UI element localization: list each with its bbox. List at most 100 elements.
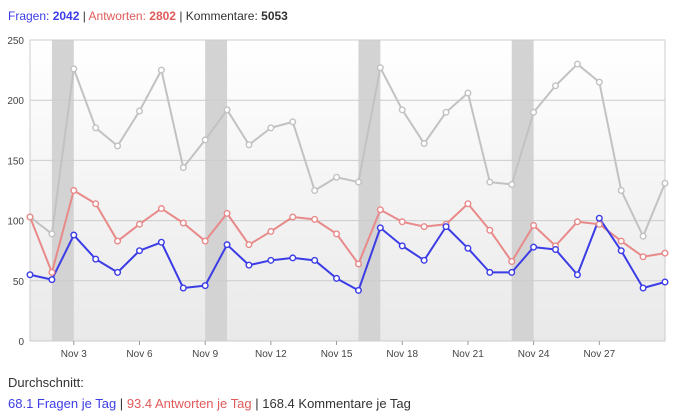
fragen-data-point bbox=[442, 223, 450, 231]
average-fragen: 68.1 Fragen je Tag bbox=[8, 396, 117, 411]
fragen-data-point bbox=[157, 238, 165, 246]
kommentare-data-point bbox=[92, 124, 100, 132]
average-antworten: 93.4 Antworten je Tag bbox=[126, 396, 252, 411]
fragen-data-point bbox=[354, 286, 362, 294]
antworten-data-point bbox=[376, 206, 384, 214]
fragen-data-point bbox=[595, 214, 603, 222]
fragen-data-point bbox=[311, 256, 319, 264]
totals-separator: | bbox=[179, 9, 183, 23]
fragen-data-point bbox=[617, 247, 625, 255]
antworten-data-point bbox=[311, 215, 319, 223]
fragen-total-label: Fragen: bbox=[8, 9, 50, 23]
antworten-data-point bbox=[289, 213, 297, 221]
fragen-data-point bbox=[508, 268, 516, 276]
antworten-data-point bbox=[617, 237, 625, 245]
antworten-data-point bbox=[114, 237, 122, 245]
fragen-data-point bbox=[179, 284, 187, 292]
kommentare-data-point bbox=[267, 124, 275, 132]
kommentare-data-point bbox=[376, 64, 384, 72]
fragen-data-point bbox=[289, 254, 297, 262]
kommentare-data-point bbox=[508, 180, 516, 188]
kommentare-data-point bbox=[48, 230, 56, 238]
antworten-data-point bbox=[486, 226, 494, 234]
antworten-total-value: 2802 bbox=[149, 9, 176, 23]
fragen-data-point bbox=[464, 244, 472, 252]
kommentare-data-point bbox=[333, 173, 341, 181]
x-tick-label: Nov 15 bbox=[321, 349, 353, 360]
fragen-data-point bbox=[70, 231, 78, 239]
antworten-data-point bbox=[639, 253, 647, 261]
fragen-data-point bbox=[48, 276, 56, 284]
fragen-data-point bbox=[661, 278, 669, 286]
fragen-data-point bbox=[135, 247, 143, 255]
kommentare-data-point bbox=[442, 108, 450, 116]
x-tick-label: Nov 3 bbox=[61, 349, 88, 360]
fragen-data-point bbox=[376, 224, 384, 232]
fragen-data-point bbox=[530, 243, 538, 251]
antworten-data-point bbox=[48, 268, 56, 276]
weekend-band bbox=[511, 40, 534, 341]
y-tick-label: 100 bbox=[7, 217, 24, 228]
average-separator: | bbox=[255, 396, 259, 411]
fragen-data-point bbox=[223, 241, 231, 249]
antworten-data-point bbox=[157, 205, 165, 213]
antworten-total-label: Antworten: bbox=[88, 9, 146, 23]
kommentare-data-point bbox=[595, 78, 603, 86]
kommentare-data-point bbox=[639, 232, 647, 240]
x-tick-label: Nov 18 bbox=[386, 349, 418, 360]
kommentare-data-point bbox=[464, 89, 472, 97]
activity-line-chart: 0 50 100 150 200 250 Nov 3 Nov 6 Nov 9 Nov 12 Nov … bbox=[7, 36, 669, 360]
x-tick-label: Nov 24 bbox=[518, 349, 550, 360]
antworten-data-point bbox=[267, 227, 275, 235]
antworten-data-point bbox=[464, 200, 472, 208]
antworten-data-point bbox=[595, 220, 603, 228]
fragen-data-point bbox=[114, 268, 122, 276]
y-tick-label: 150 bbox=[7, 156, 24, 167]
antworten-data-point bbox=[508, 258, 516, 266]
antworten-data-point bbox=[333, 230, 341, 238]
y-tick-label: 250 bbox=[7, 36, 24, 47]
kommentare-data-point bbox=[201, 136, 209, 144]
fragen-data-point bbox=[245, 261, 253, 269]
y-tick-label: 200 bbox=[7, 96, 24, 107]
weekend-band bbox=[205, 40, 228, 341]
totals-separator: | bbox=[82, 9, 86, 23]
fragen-data-point bbox=[398, 242, 406, 250]
plot-background bbox=[29, 39, 666, 342]
x-tick-label: Nov 27 bbox=[583, 349, 615, 360]
antworten-data-point bbox=[661, 249, 669, 257]
antworten-data-point bbox=[179, 219, 187, 227]
antworten-data-point bbox=[135, 220, 143, 228]
kommentare-total-value: 5053 bbox=[261, 9, 288, 23]
kommentare-data-point bbox=[70, 65, 78, 73]
antworten-data-point bbox=[354, 260, 362, 268]
fragen-data-point bbox=[333, 274, 341, 282]
antworten-data-point bbox=[573, 218, 581, 226]
kommentare-data-point bbox=[573, 60, 581, 68]
kommentare-data-point bbox=[420, 140, 428, 148]
kommentare-data-point bbox=[114, 142, 122, 150]
kommentare-data-point bbox=[552, 82, 560, 90]
fragen-data-point bbox=[26, 271, 34, 279]
fragen-data-point bbox=[267, 256, 275, 264]
kommentare-data-point bbox=[354, 178, 362, 186]
kommentare-total-label: Kommentare: bbox=[185, 9, 258, 23]
antworten-data-point bbox=[398, 218, 406, 226]
fragen-series-line bbox=[29, 217, 666, 292]
totals-line: Fragen: 2042 | Antworten: 2802 | Komment… bbox=[8, 9, 288, 23]
kommentare-data-point bbox=[661, 179, 669, 187]
antworten-data-point bbox=[26, 213, 34, 221]
weekend-band bbox=[358, 40, 381, 341]
antworten-data-point bbox=[245, 241, 253, 249]
fragen-data-point bbox=[92, 255, 100, 263]
fragen-data-point bbox=[552, 245, 560, 253]
y-tick-label: 0 bbox=[18, 337, 24, 348]
fragen-data-point bbox=[486, 268, 494, 276]
kommentare-data-point bbox=[289, 118, 297, 126]
antworten-data-point bbox=[420, 223, 428, 231]
kommentare-data-point bbox=[486, 178, 494, 186]
kommentare-data-point bbox=[245, 141, 253, 149]
y-tick-label: 50 bbox=[13, 277, 25, 288]
fragen-data-point bbox=[201, 282, 209, 290]
average-separator: | bbox=[119, 396, 124, 411]
